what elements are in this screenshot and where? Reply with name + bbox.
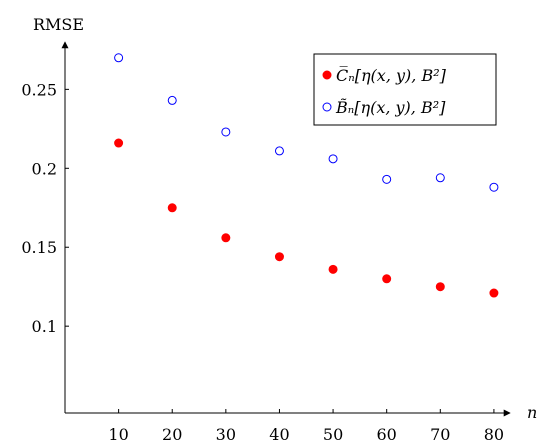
series-2-point [221,127,231,137]
legend-entry-series-1: C̅ₙ[η(x, y), B²] [336,65,447,85]
series-2-point [328,154,338,164]
x-tick-label: 10 [108,425,128,444]
x-tick-label: 80 [484,425,504,444]
series-1-point [435,282,445,292]
x-tick-label: 20 [162,425,182,444]
series-2-point [435,173,445,183]
series-1-point [489,288,499,298]
series-2-point [489,182,499,192]
series-1-point [167,203,177,213]
series-1-point [274,252,284,262]
x-tick-label: 30 [216,425,236,444]
legend-marker-series-2 [322,102,332,112]
y-ticks: 0.1 0.15 0.2 0.25 [21,80,69,336]
series-1-point [114,138,124,148]
legend-box [313,53,497,126]
y-tick-label: 0.2 [32,159,57,178]
x-tick-label: 70 [430,425,450,444]
legend: C̅ₙ[η(x, y), B²] B̃ₙ[η(x, y), B²] [313,53,497,126]
x-tick-label: 50 [323,425,343,444]
y-tick-label: 0.1 [32,317,57,336]
legend-marker-series-1 [322,70,332,80]
legend-entry-series-2: B̃ₙ[η(x, y), B²] [335,98,446,117]
series-2-point [274,146,284,156]
y-tick-label: 0.15 [21,238,57,257]
series-2-point [114,53,124,63]
x-ticks: 10 20 30 40 50 60 70 80 [108,409,504,444]
series-1-point [221,233,231,243]
x-axis-label: n [527,403,537,422]
series-1-point [328,264,338,274]
data-points [114,53,499,298]
series-1-point [382,274,392,284]
x-tick-label: 60 [377,425,397,444]
x-tick-label: 40 [269,425,289,444]
series-2-point [382,174,392,184]
y-axis-label: RMSE [33,15,84,34]
y-tick-label: 0.25 [21,80,57,99]
series-2-point [167,95,177,105]
